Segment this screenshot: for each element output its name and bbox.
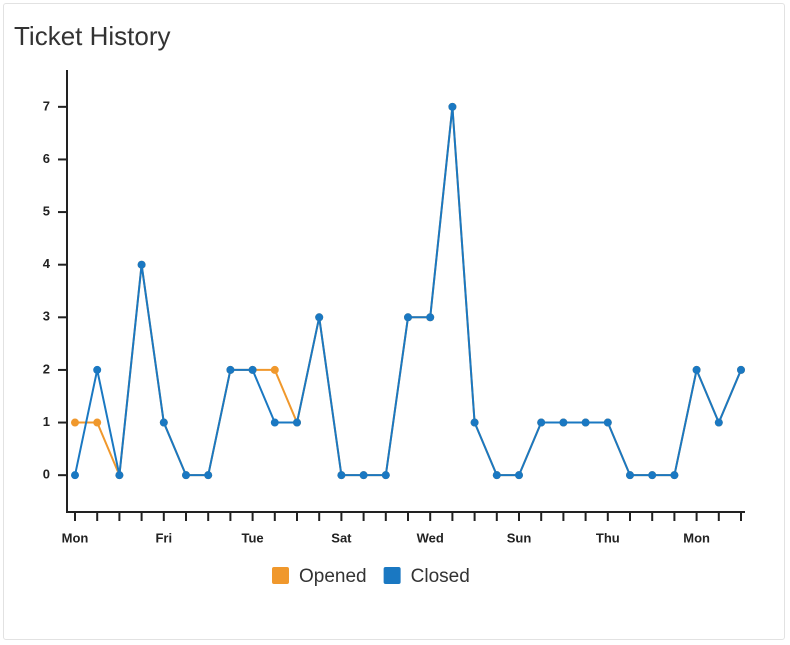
data-point — [71, 471, 79, 480]
data-point — [648, 471, 657, 480]
data-point — [93, 418, 102, 427]
data-point — [315, 313, 324, 322]
data-point — [737, 365, 745, 374]
y-tick-label: 3 — [43, 309, 50, 324]
data-point — [270, 418, 279, 427]
data-point — [515, 471, 523, 480]
data-point — [115, 471, 124, 480]
series-line — [75, 106, 742, 477]
data-point — [381, 471, 390, 480]
x-tick-label: Sat — [331, 530, 352, 545]
data-point — [182, 471, 190, 480]
data-point — [492, 471, 501, 480]
data-point — [670, 471, 679, 480]
x-tick-label: Wed — [417, 530, 444, 545]
data-point — [537, 418, 546, 427]
data-point — [559, 418, 568, 427]
chart-title: Ticket History — [14, 21, 171, 51]
legend-swatch — [272, 567, 289, 584]
data-point — [359, 471, 368, 480]
x-tick-label: Fri — [155, 530, 172, 545]
y-tick-label: 5 — [43, 204, 50, 219]
data-point — [603, 418, 612, 427]
series-line — [74, 106, 742, 477]
data-point — [337, 471, 346, 480]
data-point — [226, 365, 235, 374]
legend-swatch — [383, 567, 401, 584]
data-point — [692, 365, 701, 374]
legend-label: Closed — [411, 566, 470, 587]
y-tick-label: 7 — [43, 98, 50, 113]
y-tick-label: 2 — [43, 361, 50, 376]
data-point — [293, 418, 301, 427]
x-tick-label: Sun — [507, 530, 532, 545]
x-tick-label: Mon — [62, 530, 89, 545]
y-tick-label: 6 — [43, 151, 50, 166]
data-point — [470, 418, 479, 427]
y-tick-label: 1 — [43, 414, 50, 429]
data-point — [714, 418, 723, 427]
x-tick-label: Mon — [683, 530, 710, 545]
data-point — [137, 260, 146, 269]
x-tick-label: Tue — [242, 530, 264, 545]
card — [3, 3, 785, 640]
y-tick-label: 4 — [43, 256, 51, 271]
data-point — [426, 313, 435, 322]
data-point — [71, 418, 79, 427]
data-point — [581, 418, 590, 427]
data-point — [404, 313, 412, 322]
legend-label: Opened — [299, 566, 367, 587]
data-point — [248, 365, 257, 374]
data-point — [448, 102, 457, 111]
y-tick-label: 0 — [43, 467, 50, 482]
data-point — [204, 471, 213, 480]
data-point — [270, 365, 279, 374]
x-tick-label: Thu — [596, 530, 620, 545]
data-point — [159, 418, 168, 427]
data-point — [93, 365, 102, 374]
data-point — [626, 471, 634, 480]
